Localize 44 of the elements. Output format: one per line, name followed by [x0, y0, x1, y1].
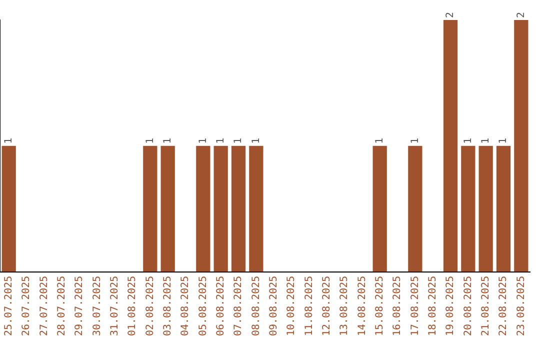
x-tick-label: 20.08.2025: [462, 276, 474, 336]
x-tick-label: 23.08.2025: [516, 276, 527, 336]
data-label: 1: [233, 138, 244, 144]
x-tick-label: 04.08.2025: [180, 276, 192, 336]
x-tick-label: 06.08.2025: [215, 276, 226, 336]
data-label: 2: [445, 12, 456, 18]
data-label: 1: [3, 138, 14, 144]
data-label: 1: [462, 138, 474, 144]
x-tick-label: 14.08.2025: [356, 276, 368, 336]
x-tick-label: 09.08.2025: [268, 276, 280, 336]
x-tick-label: 17.08.2025: [410, 276, 421, 336]
x-tick-label: 21.08.2025: [480, 276, 492, 336]
x-tick-label: 28.07.2025: [56, 276, 68, 336]
x-tick-label: 15.08.2025: [374, 276, 386, 336]
data-label: 1: [144, 138, 156, 144]
x-tick-label: 10.08.2025: [286, 276, 298, 336]
x-tick-label: 22.08.2025: [498, 276, 510, 336]
data-label: 1: [162, 138, 174, 144]
x-tick-label: 07.08.2025: [233, 276, 244, 336]
data-label: 1: [374, 138, 386, 144]
x-tick-label: 12.08.2025: [321, 276, 332, 336]
x-tick-label: 31.07.2025: [109, 276, 120, 336]
data-label: 2: [516, 12, 527, 18]
x-tick-label: 01.08.2025: [127, 276, 138, 336]
x-tick-label: 11.08.2025: [304, 276, 315, 336]
data-label: 1: [480, 138, 492, 144]
data-label: 1: [215, 138, 226, 144]
x-tick-label: 05.08.2025: [198, 276, 209, 336]
x-tick-label: 13.08.2025: [339, 276, 350, 336]
x-tick-label: 26.07.2025: [21, 276, 32, 336]
x-tick-label: 25.07.2025: [3, 276, 14, 336]
x-tick-label: 08.08.2025: [250, 276, 262, 336]
data-label: 1: [498, 138, 510, 144]
x-tick-label: 30.07.2025: [92, 276, 103, 336]
x-tick-label: 02.08.2025: [144, 276, 156, 336]
data-label: 1: [410, 138, 421, 144]
data-label: 1: [250, 138, 262, 144]
x-tick-label: 16.08.2025: [392, 276, 404, 336]
x-tick-label: 19.08.2025: [445, 276, 456, 336]
x-tick-label: 27.07.2025: [38, 276, 50, 336]
data-label: 1: [198, 138, 209, 144]
x-tick-label: 18.08.2025: [427, 276, 438, 336]
x-tick-label: 03.08.2025: [162, 276, 174, 336]
x-tick-label: 29.07.2025: [74, 276, 86, 336]
